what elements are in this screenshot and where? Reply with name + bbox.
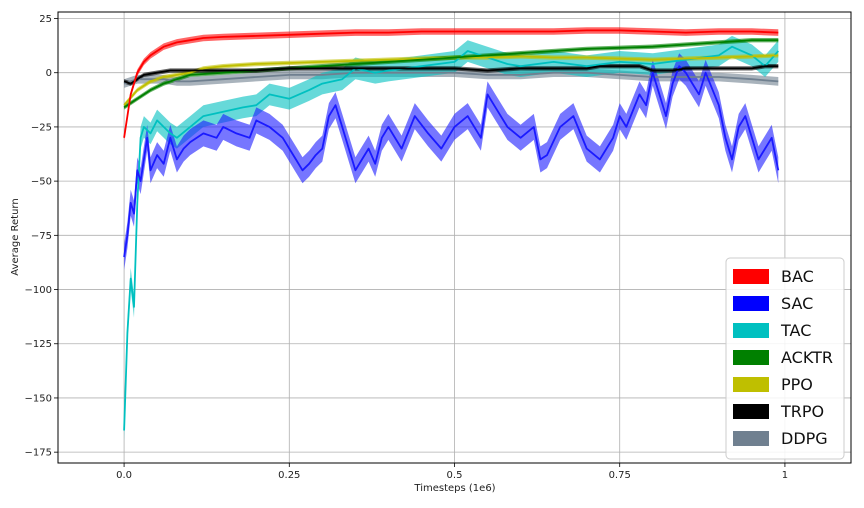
x-tick-label: 0.5 [447,470,463,481]
legend-item-ppo: PPO [733,375,813,394]
y-tick-label: 0 [46,68,52,79]
legend-label: SAC [781,294,813,313]
band-trpo [124,64,779,86]
series-line-tac [123,45,779,431]
legend-swatch [733,296,769,311]
band-bac [124,27,779,142]
y-axis-label: Average Return [10,198,21,275]
series-line-sac [123,65,780,258]
legend-item-sac: SAC [733,294,813,313]
series-lines [123,29,780,431]
series-line-ppo [123,54,779,106]
confidence-bands [124,27,779,442]
y-tick-label: −50 [31,177,52,188]
legend-label: TRPO [780,402,824,421]
legend-label: PPO [781,375,813,394]
legend-label: BAC [781,267,814,286]
band-ppo [124,53,779,108]
legend-swatch [733,269,769,284]
y-tick-label: −25 [31,122,52,133]
y-tick-label: −125 [25,339,52,350]
x-tick-label: 0.25 [278,470,300,481]
legend: BAC SAC TAC ACKTR PPO TRPO DDPG [725,257,845,460]
x-axis-label: Timesteps (1e6) [413,483,495,494]
axis-ticks: 0.0 0.25 0.5 0.75 1 25 0 −25 −50 −75 −100 −125 −150 −… [25,14,789,481]
legend-swatch [733,323,769,338]
x-tick-label: 0.75 [609,470,631,481]
legend-item-acktr: ACKTR [733,348,833,367]
legend-swatch [733,350,769,365]
legend-label: DDPG [781,429,828,448]
legend-swatch [733,404,769,419]
legend-item-trpo: TRPO [733,402,824,421]
legend-swatch [733,377,769,392]
y-tick-label: −100 [25,285,52,296]
x-tick-label: 1 [782,470,788,481]
y-tick-label: −150 [25,393,52,404]
series-line-bac [123,29,779,138]
legend-label: TAC [780,321,811,340]
y-tick-label: −75 [31,231,52,242]
legend-item-ddpg: DDPG [733,429,828,448]
legend-swatch [733,431,769,446]
y-tick-label: −175 [25,448,52,459]
legend-item-bac: BAC [733,267,814,286]
series-line-trpo [123,65,779,85]
x-tick-label: 0.0 [116,470,132,481]
series-line-acktr [123,39,779,109]
y-tick-label: 25 [39,14,52,25]
legend-label: ACKTR [781,348,833,367]
legend-item-tac: TAC [733,321,811,340]
